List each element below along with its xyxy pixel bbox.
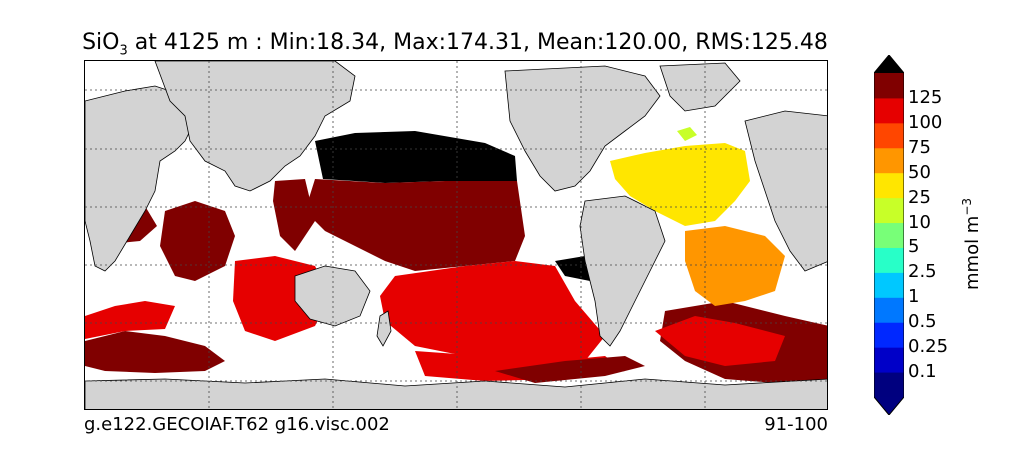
colorbar-bin bbox=[874, 222, 904, 248]
field-north-atlantic-yellow bbox=[610, 143, 750, 226]
colorbar-tick-label: 0.5 bbox=[908, 311, 937, 333]
colorbar-bin bbox=[874, 147, 904, 174]
land-north-america bbox=[504, 65, 661, 192]
colorbar-bin bbox=[874, 73, 904, 99]
land-layer bbox=[85, 61, 827, 409]
land-new-zealand bbox=[376, 310, 392, 347]
unit-exponent: −3 bbox=[960, 197, 974, 216]
field-south-atlantic-orange bbox=[685, 226, 785, 306]
colorbar-over-extension bbox=[874, 55, 904, 73]
field-southern-west-darkred bbox=[85, 331, 225, 373]
field-north-pacific-max bbox=[315, 131, 517, 183]
unit-base: mmol m bbox=[962, 215, 983, 290]
field-west-pacific-darkred bbox=[273, 179, 315, 251]
field-labrador-yellowgreen bbox=[677, 127, 697, 141]
colorbar-bin bbox=[874, 122, 904, 149]
colorbar-under-extension bbox=[874, 397, 904, 415]
title-species: SiO bbox=[82, 30, 120, 55]
colorbar-tick-label: 100 bbox=[908, 111, 943, 133]
colorbar-bin bbox=[874, 197, 904, 224]
colorbar-tick-label: 10 bbox=[908, 211, 931, 233]
land-asia bbox=[154, 61, 356, 192]
colorbar-tick-label: 25 bbox=[908, 186, 931, 208]
case-name-label: g.e122.GECOIAF.T62 g16.visc.002 bbox=[84, 414, 390, 435]
land-greenland bbox=[659, 62, 741, 112]
colorbar-bin bbox=[874, 247, 904, 273]
field-southern-west-red bbox=[85, 301, 175, 339]
field-indian-darkred bbox=[160, 201, 235, 281]
colorbar-tick-label: 50 bbox=[908, 161, 931, 183]
colorbar-bin bbox=[874, 97, 904, 124]
colorbar bbox=[874, 55, 904, 415]
colorbar-tick-label: 5 bbox=[908, 236, 920, 258]
world-map bbox=[84, 60, 828, 410]
colorbar-unit-label: mmol m−3 bbox=[960, 198, 983, 290]
land-africa-east-wrap bbox=[744, 110, 827, 272]
colorbar-tick-label: 2.5 bbox=[908, 261, 937, 283]
land-australia bbox=[294, 265, 371, 327]
field-southern-east-darkred bbox=[495, 356, 645, 383]
field-south-pacific-red bbox=[380, 261, 605, 366]
colorbar-tick-label: 0.25 bbox=[908, 336, 949, 358]
field-southern-atlantic-red bbox=[655, 316, 785, 366]
colorbar-segments bbox=[874, 55, 904, 415]
plot-title: SiO3 at 4125 m : Min:18.34, Max:174.31, … bbox=[0, 30, 910, 58]
field-pacific-darkred bbox=[305, 179, 525, 271]
map-canvas bbox=[85, 61, 827, 409]
colorbar-bin bbox=[874, 272, 904, 298]
title-stats: at 4125 m : Min:18.34, Max:174.31, Mean:… bbox=[127, 30, 828, 55]
year-range-label: 91-100 bbox=[764, 414, 828, 435]
colorbar-tick-label: 0.1 bbox=[908, 361, 937, 383]
colorbar-tick-label: 1 bbox=[908, 286, 920, 308]
colorbar-tick-label: 75 bbox=[908, 136, 931, 158]
graticule bbox=[85, 61, 827, 409]
colorbar-bin bbox=[874, 297, 904, 323]
colorbar-bin bbox=[874, 372, 904, 398]
land-antarctica bbox=[85, 378, 827, 409]
ocean-field-layer bbox=[85, 127, 827, 383]
colorbar-tick-label: 125 bbox=[908, 86, 943, 108]
title-species-subscript: 3 bbox=[119, 43, 128, 59]
colorbar-bin bbox=[874, 172, 904, 199]
colorbar-bin bbox=[874, 347, 904, 373]
land-south-america bbox=[579, 195, 666, 347]
colorbar-bin bbox=[874, 322, 904, 348]
